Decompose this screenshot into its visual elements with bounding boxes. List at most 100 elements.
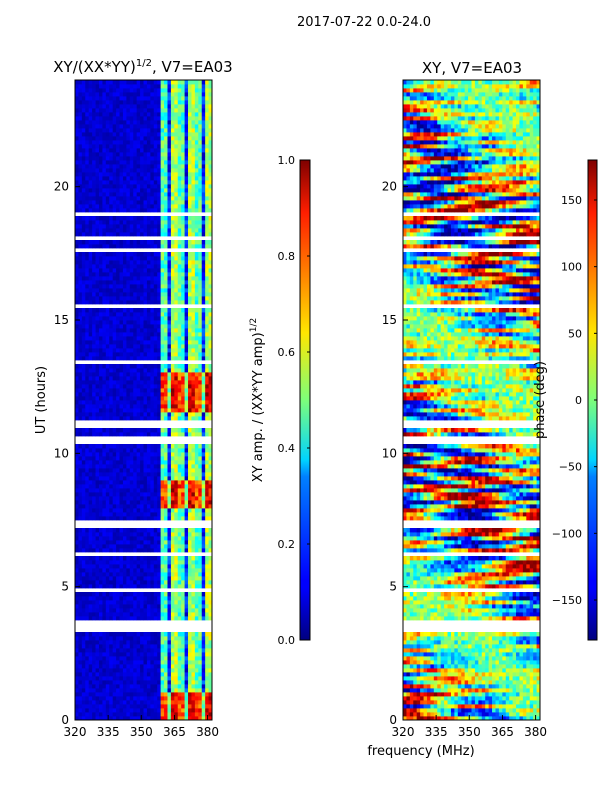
heatmap-cell bbox=[174, 308, 179, 313]
heatmap-cell bbox=[95, 636, 100, 641]
heatmap-cell bbox=[188, 496, 192, 501]
heatmap-cell bbox=[119, 660, 124, 665]
heatmap-cell bbox=[109, 548, 114, 553]
heatmap-cell bbox=[81, 224, 86, 229]
heatmap-cell bbox=[98, 564, 103, 569]
heatmap-cell bbox=[75, 596, 79, 601]
heatmap-cell bbox=[81, 712, 86, 717]
heatmap-cell bbox=[181, 544, 185, 549]
heatmap-cell bbox=[170, 312, 175, 317]
heatmap-cell bbox=[191, 568, 196, 573]
heatmap-cell bbox=[88, 492, 93, 497]
heatmap-cell bbox=[85, 344, 90, 349]
heatmap-cell bbox=[133, 656, 138, 661]
heatmap-cell bbox=[184, 240, 189, 245]
heatmap-cell bbox=[119, 540, 124, 545]
heatmap-cell bbox=[92, 284, 96, 289]
heatmap-cell bbox=[109, 528, 114, 533]
heatmap-cell bbox=[191, 332, 196, 337]
heatmap-cell bbox=[105, 380, 110, 385]
heatmap-cell bbox=[95, 308, 100, 313]
heatmap-cell bbox=[102, 536, 107, 541]
heatmap-cell bbox=[92, 504, 96, 509]
heatmap-cell bbox=[85, 668, 90, 673]
heatmap-cell bbox=[201, 608, 206, 613]
heatmap-cell bbox=[150, 312, 155, 317]
heatmap-cell bbox=[75, 392, 79, 397]
heatmap-cell bbox=[198, 472, 203, 477]
heatmap-cell bbox=[143, 288, 148, 293]
left-title-sup: 1/2 bbox=[136, 58, 152, 69]
heatmap-cell bbox=[95, 192, 100, 197]
heatmap-cell bbox=[177, 220, 182, 225]
heatmap-cell bbox=[164, 504, 168, 509]
heatmap-cell bbox=[119, 176, 124, 181]
heatmap-cell bbox=[146, 656, 151, 661]
heatmap-cell bbox=[112, 396, 117, 401]
heatmap-cell bbox=[136, 432, 141, 437]
heatmap-cell bbox=[153, 400, 158, 405]
heatmap-cell bbox=[181, 264, 185, 269]
heatmap-cell bbox=[177, 496, 182, 501]
heatmap-cell bbox=[122, 232, 127, 237]
heatmap-cell bbox=[98, 364, 103, 369]
heatmap-cell bbox=[129, 352, 134, 357]
heatmap-cell bbox=[105, 680, 110, 685]
heatmap-cell bbox=[129, 448, 134, 453]
heatmap-cell bbox=[126, 276, 131, 281]
heatmap-cell bbox=[205, 576, 209, 581]
heatmap-cell bbox=[119, 356, 124, 361]
heatmap-cell bbox=[157, 232, 162, 237]
heatmap-cell bbox=[119, 564, 124, 569]
heatmap-cell bbox=[75, 324, 79, 329]
heatmap-cell bbox=[191, 660, 196, 665]
heatmap-cell bbox=[122, 364, 127, 369]
heatmap-cell bbox=[81, 316, 86, 321]
heatmap-cell bbox=[170, 196, 175, 201]
heatmap-cell bbox=[119, 184, 124, 189]
heatmap-cell bbox=[191, 644, 196, 649]
heatmap-cell bbox=[194, 496, 199, 501]
heatmap-cell bbox=[98, 484, 103, 489]
heatmap-cell bbox=[85, 504, 90, 509]
heatmap-cell bbox=[105, 160, 110, 165]
heatmap-cell bbox=[116, 224, 120, 229]
heatmap-cell bbox=[201, 208, 206, 213]
heatmap-cell bbox=[136, 172, 141, 177]
heatmap-cell bbox=[88, 268, 93, 273]
heatmap-cell bbox=[78, 208, 83, 213]
heatmap-cell bbox=[150, 608, 155, 613]
heatmap-cell bbox=[140, 592, 144, 597]
heatmap-cell bbox=[167, 644, 172, 649]
heatmap-cell bbox=[164, 296, 168, 301]
heatmap-cell bbox=[109, 460, 114, 465]
heatmap-cell bbox=[170, 308, 175, 313]
heatmap-cell bbox=[167, 448, 172, 453]
heatmap-cell bbox=[92, 288, 96, 293]
heatmap-cell bbox=[98, 672, 103, 677]
heatmap-cell bbox=[177, 696, 182, 701]
heatmap-cell bbox=[153, 452, 158, 457]
heatmap-cell bbox=[119, 200, 124, 205]
heatmap-cell bbox=[188, 484, 192, 489]
heatmap-cell bbox=[95, 592, 100, 597]
heatmap-cell bbox=[105, 556, 110, 561]
heatmap-cell bbox=[85, 280, 90, 285]
heatmap-cell bbox=[85, 484, 90, 489]
heatmap-cell bbox=[143, 188, 148, 193]
heatmap-cell bbox=[198, 332, 203, 337]
heatmap-cell bbox=[201, 300, 206, 305]
heatmap-cell bbox=[194, 712, 199, 717]
heatmap-cell bbox=[75, 600, 79, 605]
heatmap-cell bbox=[174, 372, 179, 377]
heatmap-cell bbox=[81, 560, 86, 565]
heatmap-cell bbox=[174, 292, 179, 297]
heatmap-cell bbox=[177, 336, 182, 341]
heatmap-cell bbox=[181, 240, 185, 245]
heatmap-cell bbox=[126, 536, 131, 541]
heatmap-cell bbox=[133, 564, 138, 569]
heatmap-cell bbox=[188, 580, 192, 585]
heatmap-cell bbox=[102, 512, 107, 517]
heatmap-cell bbox=[116, 332, 120, 337]
heatmap-cell bbox=[188, 696, 192, 701]
